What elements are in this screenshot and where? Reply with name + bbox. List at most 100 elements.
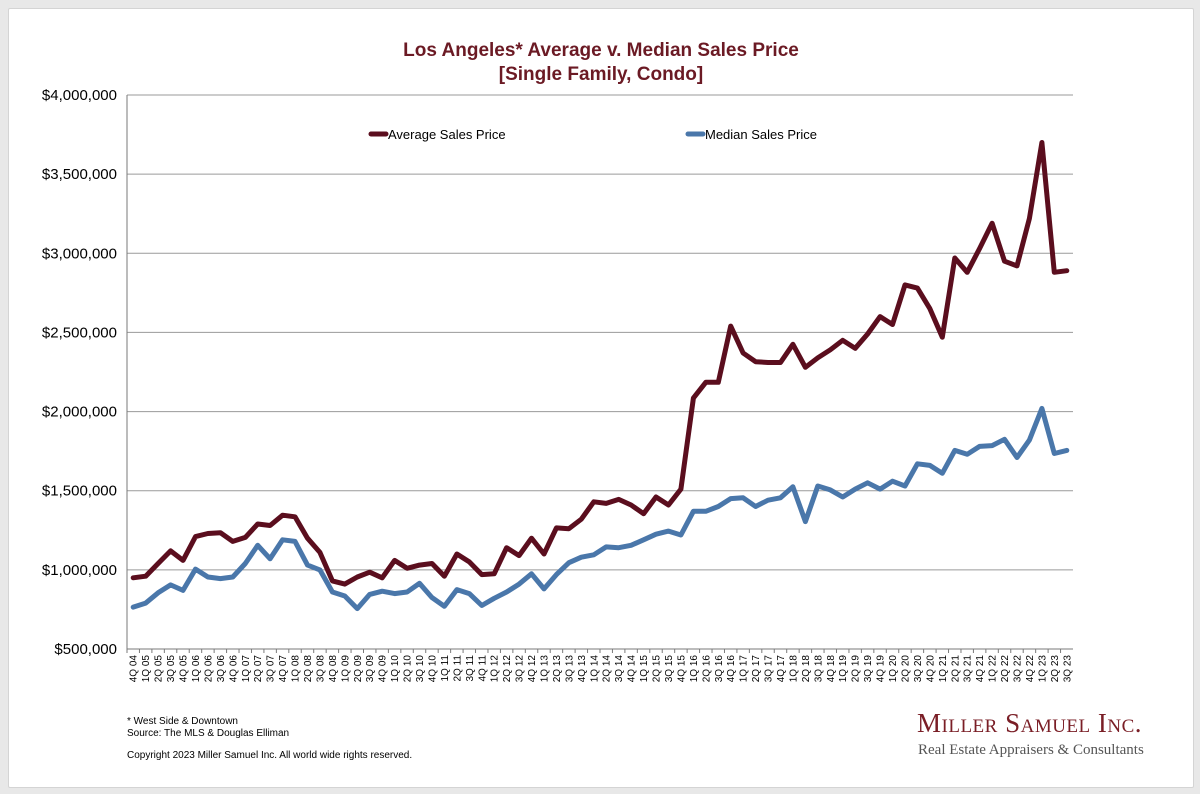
x-tick-label: 2Q 10 — [403, 655, 414, 683]
x-tick-label: 4Q 19 — [876, 655, 887, 683]
y-tick-label: $2,000,000 — [42, 404, 117, 421]
x-tick-label: 1Q 12 — [490, 655, 501, 683]
x-tick-label: 4Q 07 — [278, 655, 289, 683]
x-tick-label: 1Q 10 — [390, 655, 401, 683]
x-tick-label: 3Q 14 — [614, 655, 625, 683]
legend-average-label: Average Sales Price — [388, 127, 506, 142]
x-axis-ticks: 4Q 04 1Q 05 2Q 05 3Q 05 4Q 05 1Q 06 2Q 06 3Q 06… — [126, 649, 1073, 683]
x-tick-label: 1Q 08 — [291, 655, 302, 683]
x-tick-label: 3Q 13 — [564, 655, 575, 683]
legend: Average Sales Price Median Sales Price — [368, 127, 817, 142]
x-tick-label: 4Q 08 — [328, 655, 339, 683]
x-tick-label: 2Q 18 — [801, 655, 812, 683]
y-tick-label: $2,500,000 — [42, 324, 117, 341]
y-tick-label: $3,500,000 — [42, 166, 117, 183]
footnote-note: * West Side & Downtown — [127, 716, 238, 727]
x-tick-label: 3Q 11 — [465, 655, 476, 682]
x-tick-label: 1Q 18 — [788, 655, 799, 683]
x-tick-label: 4Q 14 — [627, 655, 638, 683]
median-sales-price-line — [130, 405, 1070, 612]
x-tick-label: 3Q 17 — [764, 655, 775, 683]
chart-subtitle: [Single Family, Condo] — [499, 64, 703, 85]
x-tick-label: 4Q 05 — [179, 655, 190, 683]
x-tick-label: 4Q 17 — [776, 655, 787, 683]
x-tick-label: 3Q 08 — [315, 655, 326, 683]
x-tick-label: 3Q 12 — [515, 655, 526, 683]
x-tick-label: 2Q 11 — [452, 655, 463, 682]
x-tick-label: 3Q 19 — [863, 655, 874, 683]
x-tick-label: 1Q 16 — [689, 655, 700, 683]
x-tick-label: 2Q 17 — [751, 655, 762, 683]
x-tick-label: 3Q 06 — [216, 655, 227, 683]
x-tick-label: 2Q 06 — [203, 655, 214, 683]
x-tick-label: 4Q 16 — [726, 655, 737, 683]
x-tick-label: 1Q 11 — [440, 655, 451, 682]
x-tick-label: 3Q 09 — [365, 655, 376, 683]
x-tick-label: 4Q 20 — [925, 655, 936, 683]
footnote-copyright: Copyright 2023 Miller Samuel Inc. All wo… — [127, 750, 413, 761]
x-tick-label: 4Q 09 — [378, 655, 389, 683]
x-tick-label: 3Q 21 — [963, 655, 974, 683]
x-tick-label: 1Q 22 — [988, 655, 999, 683]
x-tick-label: 4Q 12 — [527, 655, 538, 683]
x-tick-label: 2Q 14 — [602, 655, 613, 683]
x-tick-label: 4Q 21 — [975, 655, 986, 683]
footnote-source: Source: The MLS & Douglas Elliman — [127, 728, 290, 739]
y-tick-label: $3,000,000 — [42, 245, 117, 262]
y-tick-label: $1,500,000 — [42, 483, 117, 500]
x-tick-label: 3Q 20 — [913, 655, 924, 683]
series-lines — [130, 140, 1070, 612]
x-tick-label: 3Q 16 — [714, 655, 725, 683]
x-tick-label: 3Q 18 — [813, 655, 824, 683]
x-tick-label: 1Q 20 — [888, 655, 899, 683]
x-tick-label: 1Q 05 — [141, 655, 152, 683]
gridlines — [126, 94, 1073, 650]
x-tick-label: 4Q 04 — [129, 655, 140, 683]
x-tick-label: 2Q 07 — [253, 655, 264, 683]
x-tick-label: 2Q 20 — [900, 655, 911, 683]
y-tick-label: $500,000 — [54, 641, 117, 658]
x-tick-label: 3Q 23 — [1062, 655, 1073, 683]
x-tick-label: 2Q 16 — [701, 655, 712, 683]
x-tick-label: 3Q 22 — [1012, 655, 1023, 683]
brand-logo-name: Miller Samuel Inc. — [917, 708, 1143, 738]
x-tick-label: 1Q 09 — [340, 655, 351, 683]
y-axis-ticks: $500,000 $1,000,000 $1,500,000 $2,000,000 $2… — [42, 87, 117, 658]
x-tick-label: 4Q 10 — [427, 655, 438, 683]
y-tick-label: $4,000,000 — [42, 87, 117, 104]
x-tick-label: 1Q 17 — [739, 655, 750, 683]
x-tick-label: 1Q 07 — [241, 655, 252, 683]
x-tick-label: 4Q 11 — [477, 655, 488, 682]
x-tick-label: 3Q 07 — [266, 655, 277, 683]
x-tick-label: 4Q 13 — [577, 655, 588, 683]
x-tick-label: 2Q 23 — [1050, 655, 1061, 683]
x-tick-label: 2Q 12 — [502, 655, 513, 683]
x-tick-label: 3Q 15 — [664, 655, 675, 683]
x-tick-label: 1Q 23 — [1037, 655, 1048, 683]
x-tick-label: 2Q 09 — [353, 655, 364, 683]
x-tick-label: 3Q 05 — [166, 655, 177, 683]
x-tick-label: 2Q 19 — [851, 655, 862, 683]
average-sales-price-line — [130, 140, 1070, 587]
x-tick-label: 2Q 21 — [950, 655, 961, 683]
x-tick-label: 1Q 19 — [838, 655, 849, 683]
brand-tagline: Real Estate Appraisers & Consultants — [918, 742, 1144, 758]
x-tick-label: 1Q 21 — [938, 655, 949, 683]
x-tick-label: 4Q 06 — [228, 655, 239, 683]
x-tick-label: 4Q 18 — [826, 655, 837, 683]
x-tick-label: 2Q 05 — [154, 655, 165, 683]
x-tick-label: 2Q 08 — [303, 655, 314, 683]
x-tick-label: 3Q 10 — [415, 655, 426, 683]
x-tick-label: 2Q 15 — [652, 655, 663, 683]
x-tick-label: 1Q 13 — [539, 655, 550, 683]
legend-median-label: Median Sales Price — [705, 127, 817, 142]
x-tick-label: 4Q 22 — [1025, 655, 1036, 683]
x-tick-label: 1Q 15 — [639, 655, 650, 683]
x-tick-label: 2Q 13 — [552, 655, 563, 683]
x-tick-label: 1Q 06 — [191, 655, 202, 683]
x-tick-label: 2Q 22 — [1000, 655, 1011, 683]
chart-card — [8, 8, 1194, 788]
x-tick-label: 4Q 15 — [676, 655, 687, 683]
y-tick-label: $1,000,000 — [42, 562, 117, 579]
